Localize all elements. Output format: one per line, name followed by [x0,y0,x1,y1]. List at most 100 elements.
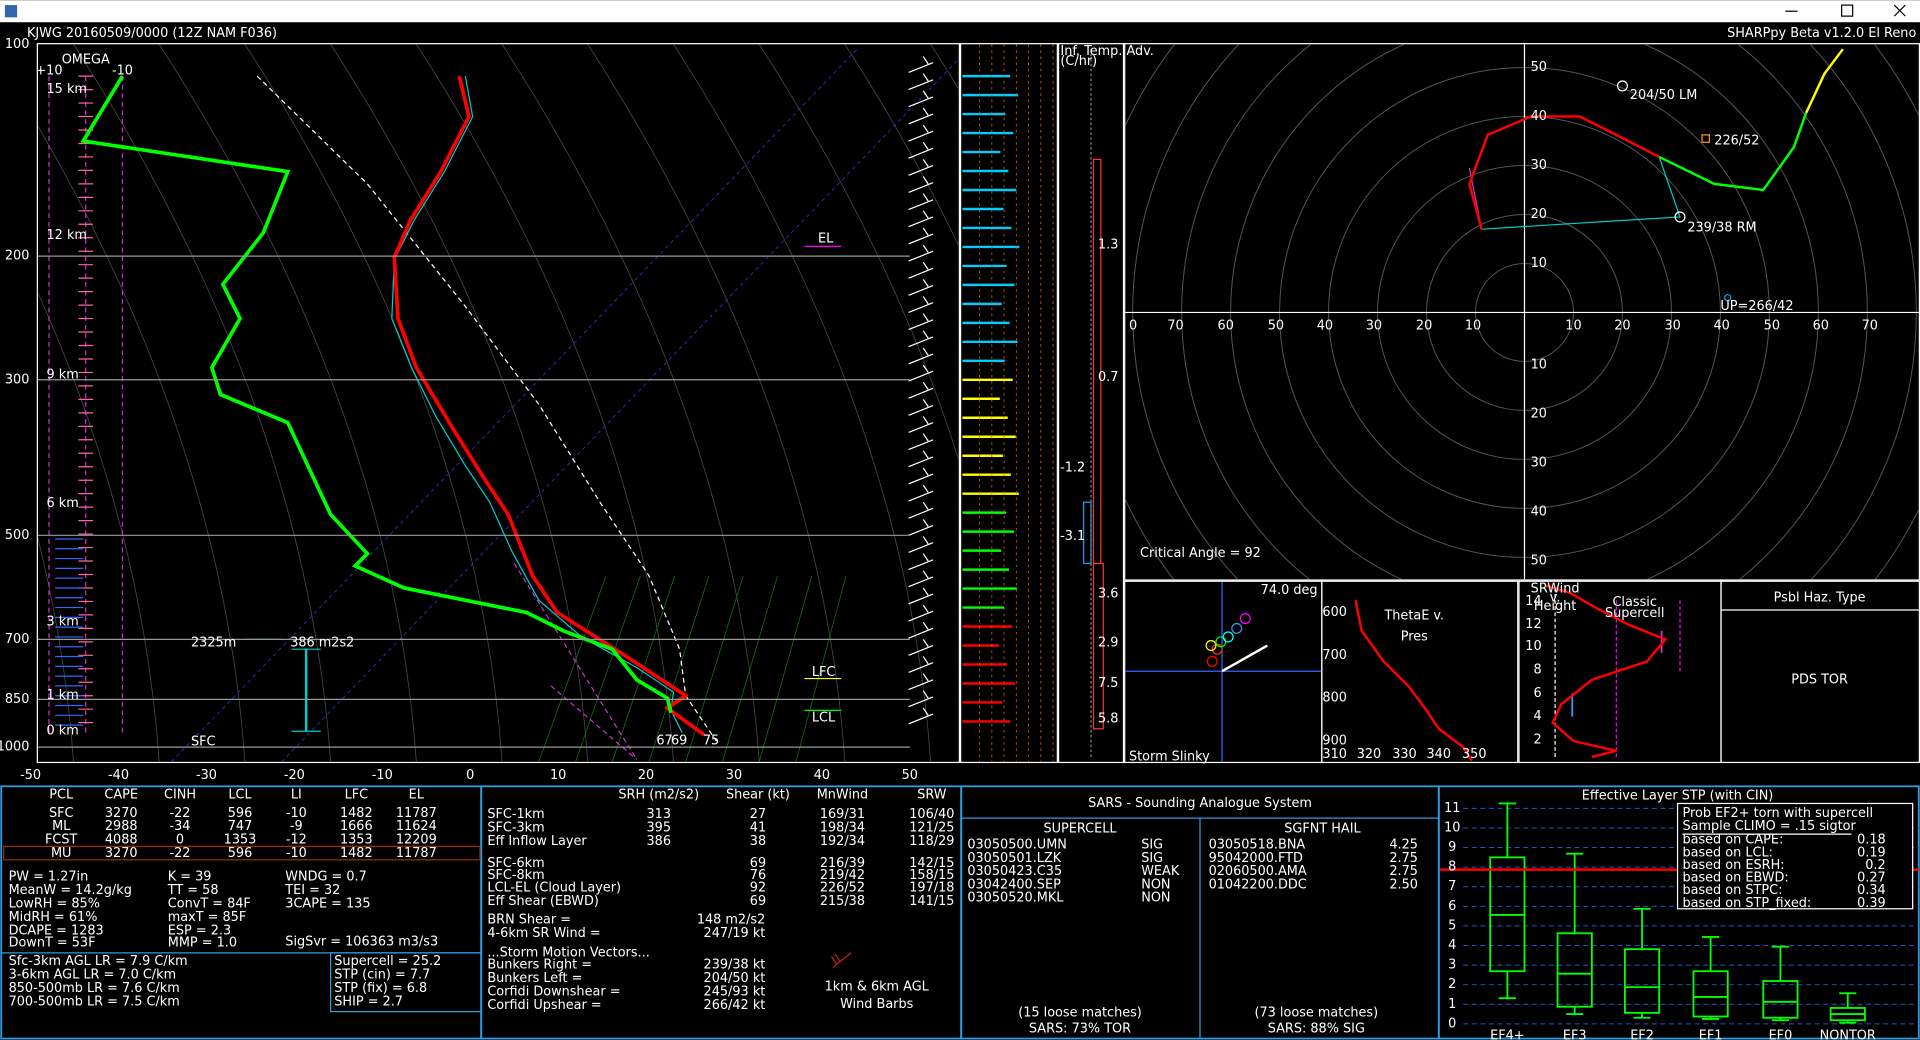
shape-g [49,76,122,735]
stp-axis-label: 3 [1448,958,1456,973]
hodo-ring [986,0,1920,851]
mini-barb [831,953,851,968]
thetae-axis-label: 600 [1322,605,1347,620]
stp-x-label: EF0 [1769,1029,1793,1040]
wind-barb [909,303,933,313]
index: 3CAPE = 135 [285,896,370,911]
height-label: 6 km [47,496,79,511]
wind-barb [923,348,928,355]
stp-x-label: EF4+ [1490,1029,1524,1040]
row-label: Eff Inflow Layer [487,834,587,849]
sars-summary: SARS: 88% SIG [1268,1021,1365,1036]
table-cell: 38 [750,834,766,849]
srwind-axis-label: 2 [1533,732,1541,747]
dry-adiabat [0,44,159,762]
stp-axis-label: 11 [1444,801,1460,816]
wind-barb [909,63,933,73]
hodo-axis-label: 30 [1664,318,1680,333]
version: SHARPpy Beta v1.2.0 El Reno [1727,26,1916,41]
hodo-axis-label: 30 [1366,318,1382,333]
hodo-annotation: 239/38 RM [1687,220,1756,235]
srwind-axis-label: 6 [1533,686,1541,701]
wind-barb [923,399,928,406]
adv-value: 7.5 [1098,676,1118,691]
wind-barb [923,382,928,389]
wind-barb [923,674,928,681]
dry-adiabat [73,44,330,762]
wind-barb [923,639,928,646]
wind-barb [923,142,928,149]
row-label: Eff Shear (EBWD) [487,894,599,909]
hodo-axis-label: 40 [1531,109,1547,124]
hodo-axis-label: 50 [1764,318,1780,333]
mixing-ratio [576,576,641,762]
index: SigSvr = 106363 m3/s3 [285,934,438,949]
mixing-ratio [722,576,777,762]
wind-barb [909,697,933,707]
index: MMP = 1.0 [168,936,237,951]
prob-value: 0.39 [1857,896,1886,911]
temperature-label: -20 [284,768,305,783]
wind-barb [909,457,933,467]
temperature-label: 40 [814,768,830,783]
omega-label: OMEGA [62,53,110,68]
skewt-background [0,44,1188,762]
wind-barb [909,354,933,364]
thetae-axis-label: 330 [1392,747,1417,762]
wind-barb [923,108,928,115]
left-mover [1618,81,1628,91]
thetae-title: Pres [1401,629,1428,644]
stp-x-label: NONTOR [1820,1029,1876,1040]
shape-g [0,44,1188,762]
hodo-axis-label: 50 [1531,60,1547,75]
hodo-axis-label: 10 [1465,318,1481,333]
dry-adiabat [502,44,759,762]
station-info: KJWG 20160509/0000 (12Z NAM F036) [27,26,277,41]
wind-barb [909,286,933,296]
srwind-axis-label: 4 [1533,709,1541,724]
hodo-axis-label: 60 [1218,318,1234,333]
wind-barb [923,519,928,526]
table-cell: 69 [750,894,766,909]
thetae-axis-label: 700 [1322,648,1347,663]
virtual-temp-trace [392,76,682,732]
wind-barb [923,245,928,252]
stp-x-label: EF3 [1563,1029,1587,1040]
wind-barb [923,177,928,184]
height-label: 0 km [47,724,79,739]
wind-barb [923,314,928,321]
hodo-annotation: UP=266/42 [1720,299,1793,314]
stp-axis-label: 10 [1444,820,1460,835]
sars-subtitle: SGFNT HAIL [1284,822,1361,837]
wind-barb [909,577,933,587]
table-header: EL [409,787,425,802]
wind-barb [909,80,933,90]
hodo-axis-label: 40 [1713,318,1729,333]
adv-bar [1093,159,1100,563]
hodo-axis-label: 40 [1317,318,1333,333]
wind-barb [923,194,928,201]
pressure-label: 850 [5,692,30,707]
table-cell: 1482 [340,846,373,861]
hodo-axis-label: 0 [1129,318,1137,333]
wind-barb [909,217,933,227]
wind-barb [923,262,928,269]
wind-barb [909,388,933,398]
table-cell: 386 [647,834,672,849]
table-cell: 118/29 [909,834,954,849]
box [1763,981,1797,1018]
el-label: EL [818,231,834,246]
analogue-class: NON [1141,891,1170,906]
stp-axis-label: 5 [1448,918,1456,933]
wind-barb [923,485,928,492]
wind-barb [923,417,928,424]
mixing-ratio [539,576,606,762]
hodo-critical [1482,157,1680,229]
hodo-axis-label: 20 [1614,318,1630,333]
table-cell: MU [51,846,71,861]
supercell-label: Supercell [1605,606,1664,621]
dry-adiabat [331,44,588,762]
table-cell: 596 [228,846,253,861]
box [1625,949,1659,1013]
stp-axis-label: 0 [1448,1016,1456,1031]
